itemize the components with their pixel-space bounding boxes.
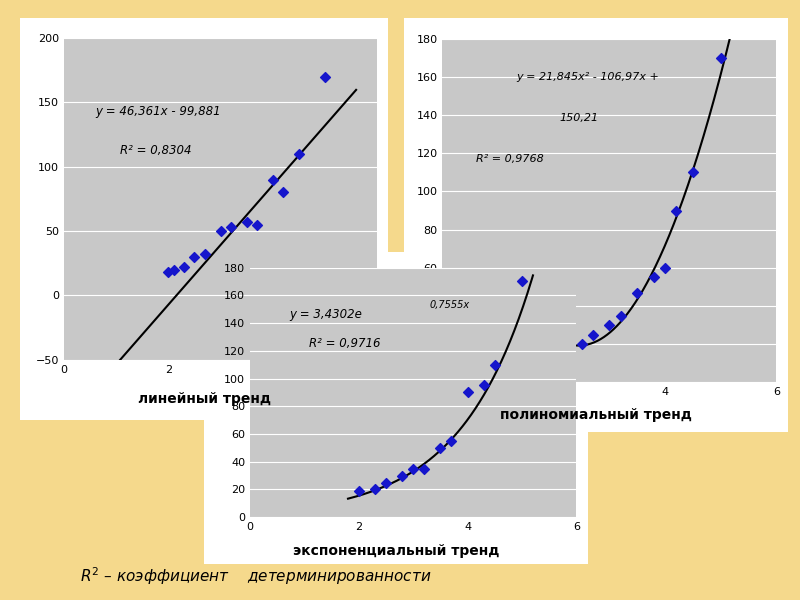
Point bbox=[670, 206, 682, 215]
Point bbox=[214, 226, 227, 236]
Point bbox=[564, 340, 577, 349]
Text: R² = 0,8304: R² = 0,8304 bbox=[121, 144, 192, 157]
Point bbox=[614, 311, 627, 320]
Point bbox=[647, 272, 660, 282]
Text: полиномиальный тренд: полиномиальный тренд bbox=[500, 407, 692, 422]
Point bbox=[250, 220, 263, 229]
Text: y = 21,845x² - 106,97x +: y = 21,845x² - 106,97x + bbox=[516, 72, 658, 82]
Point bbox=[188, 252, 201, 262]
Point bbox=[714, 53, 727, 62]
Point bbox=[489, 360, 502, 370]
Point bbox=[162, 268, 175, 277]
Point bbox=[586, 330, 599, 340]
Point bbox=[167, 265, 180, 274]
Point bbox=[603, 320, 616, 330]
Point bbox=[292, 149, 305, 158]
Text: R² = 0,9768: R² = 0,9768 bbox=[476, 154, 543, 164]
Point bbox=[369, 485, 382, 494]
Point bbox=[353, 486, 366, 496]
Text: линейный тренд: линейный тренд bbox=[138, 392, 270, 406]
Point bbox=[318, 72, 331, 82]
Point bbox=[198, 250, 211, 259]
Point bbox=[277, 188, 290, 197]
Point bbox=[478, 380, 490, 390]
Point bbox=[445, 436, 458, 446]
Text: $R^2$ – коэффициент    детерминированности: $R^2$ – коэффициент детерминированности bbox=[80, 565, 431, 587]
Point bbox=[516, 277, 529, 286]
Point bbox=[686, 167, 699, 177]
Point bbox=[658, 263, 671, 272]
Point bbox=[225, 223, 238, 232]
Point bbox=[434, 443, 447, 452]
Point bbox=[380, 478, 393, 487]
Point bbox=[462, 388, 474, 397]
Point bbox=[396, 471, 409, 481]
Text: 150,21: 150,21 bbox=[559, 113, 598, 123]
Text: y = 46,361x - 99,881: y = 46,361x - 99,881 bbox=[95, 105, 221, 118]
Point bbox=[418, 464, 430, 473]
Point bbox=[575, 340, 588, 349]
Point bbox=[240, 217, 253, 227]
Point bbox=[547, 341, 560, 351]
Text: экспоненциальный тренд: экспоненциальный тренд bbox=[293, 544, 499, 558]
Text: R² = 0,9716: R² = 0,9716 bbox=[309, 337, 380, 350]
Point bbox=[631, 288, 644, 298]
Text: 0,7555x: 0,7555x bbox=[430, 299, 470, 310]
Point bbox=[407, 464, 420, 473]
Text: y = 3,4302e: y = 3,4302e bbox=[290, 308, 362, 320]
Point bbox=[178, 262, 190, 272]
Point bbox=[266, 175, 279, 184]
